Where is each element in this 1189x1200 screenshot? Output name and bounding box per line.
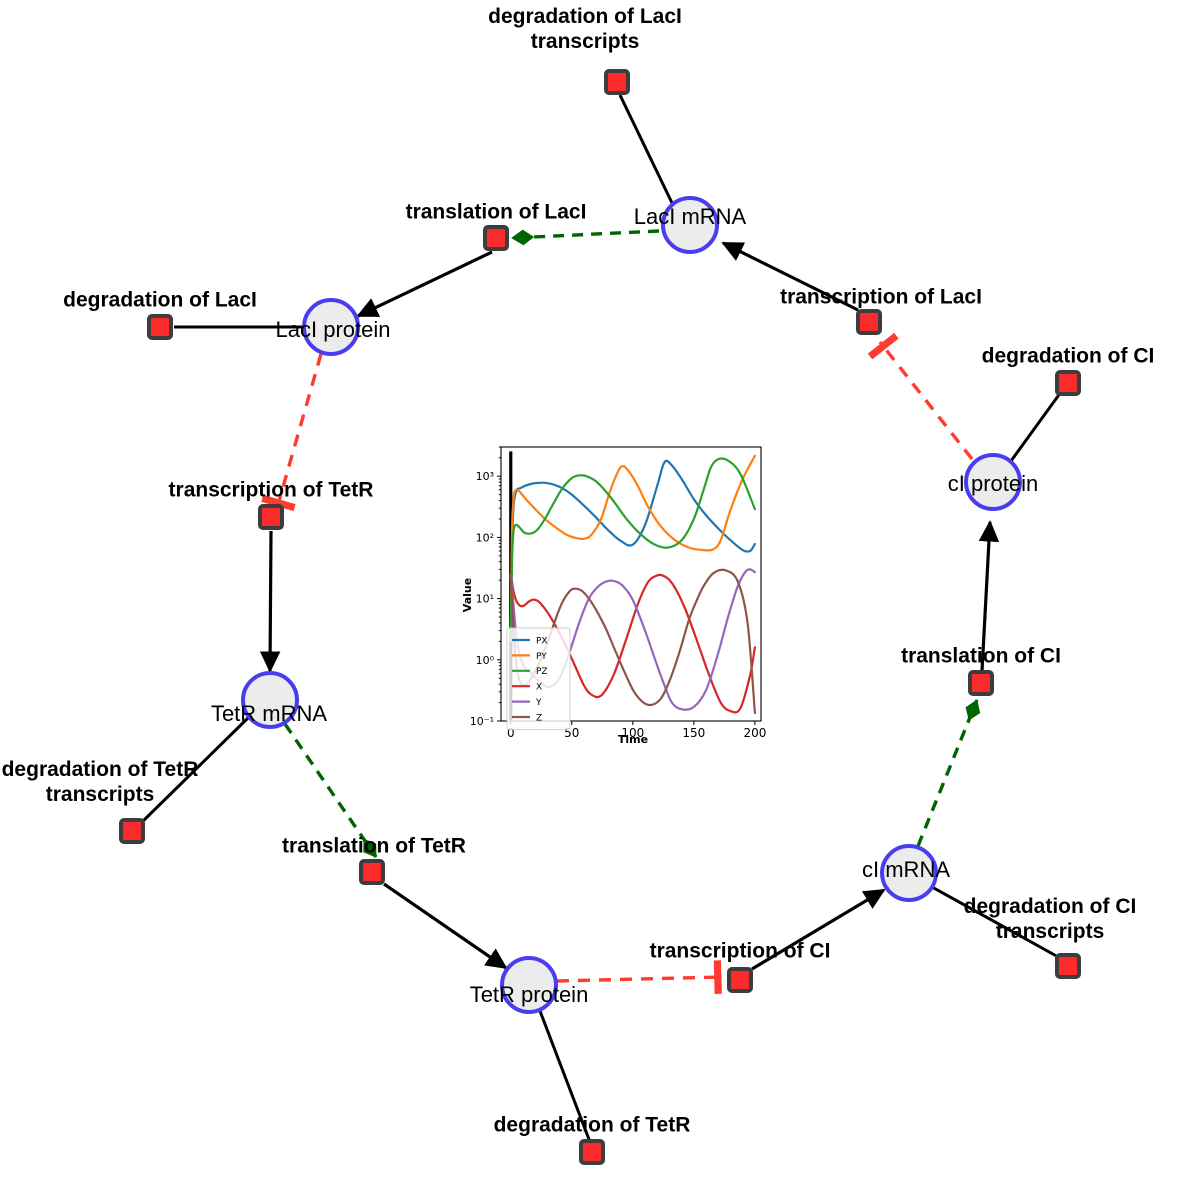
edge-tetr-protein-inhibits-ci bbox=[556, 960, 724, 994]
edge-transcription-tetr-mrna bbox=[259, 530, 281, 673]
plot-legend-label-py: PY bbox=[536, 652, 547, 662]
plot-x-tick-label: 0 bbox=[507, 726, 515, 740]
reaction-node-translation-ci[interactable] bbox=[968, 670, 994, 696]
plot-y-tick-label: 10² bbox=[476, 531, 494, 544]
inset-timecourse-plot: 10⁻¹ 10⁰ 10¹ 10² 10³ 0 50 100 150 200 PX PY PZ X Y Z T… bbox=[456, 434, 768, 751]
plot-line-px bbox=[509, 459, 756, 643]
reaction-node-translation-laci[interactable] bbox=[483, 225, 509, 251]
edge-ci-mrna-translation bbox=[916, 699, 981, 847]
species-node-laci-mrna[interactable] bbox=[661, 196, 719, 254]
reaction-node-deg-tetr[interactable] bbox=[579, 1139, 605, 1165]
reaction-node-deg-ci[interactable] bbox=[1055, 370, 1081, 396]
plot-y-tick-label: 10⁻¹ bbox=[470, 715, 494, 728]
species-node-tetr-mrna[interactable] bbox=[241, 671, 299, 729]
plot-axes bbox=[497, 446, 762, 725]
plot-legend-label-x: X bbox=[536, 683, 542, 693]
plot-legend-label-z: Z bbox=[536, 713, 542, 723]
reaction-node-deg-laci-transcripts[interactable] bbox=[604, 69, 630, 95]
plot-y-axis-title: Value bbox=[461, 578, 474, 612]
plot-line-pz bbox=[509, 457, 756, 643]
plot-x-tick-label: 100 bbox=[621, 726, 644, 740]
plot-y-tick-label: 10¹ bbox=[476, 593, 494, 606]
plot-legend-label-y: Y bbox=[535, 698, 542, 708]
plot-legend-box[interactable] bbox=[506, 627, 571, 730]
plot-line-x bbox=[509, 573, 756, 714]
edge-ci-protein-inhibits-laci bbox=[867, 332, 974, 461]
edge-ci-protein-degradation bbox=[1009, 391, 1063, 462]
plot-legend-label-px: PX bbox=[536, 636, 548, 646]
reaction-node-deg-tetr-transcripts[interactable] bbox=[119, 818, 145, 844]
edge-laci-protein-inhibits-tetr bbox=[261, 353, 323, 512]
edge-translation-tetr-protein bbox=[383, 882, 508, 970]
reaction-node-transcription-tetr[interactable] bbox=[258, 504, 284, 530]
plot-frame bbox=[500, 446, 762, 722]
edge-tetr-protein-degradation bbox=[538, 1010, 592, 1143]
plot-legend[interactable]: PX PY PZ XYZ bbox=[506, 627, 571, 730]
edge-ci-mrna-degradation bbox=[931, 885, 1061, 960]
plot-y-tick-label: 10⁰ bbox=[476, 654, 495, 667]
edge-tetr-mrna-translation bbox=[283, 723, 378, 858]
edge-laci-mrna-degradation bbox=[618, 94, 675, 206]
edge-translation-ci-protein bbox=[978, 520, 1000, 672]
plot-x-tick-label: 200 bbox=[743, 726, 766, 740]
edge-translation-laci-protein bbox=[356, 250, 493, 318]
plot-line-py bbox=[509, 454, 756, 643]
reaction-node-deg-ci-transcripts[interactable] bbox=[1055, 953, 1081, 979]
edge-layer bbox=[138, 94, 1063, 1143]
species-node-ci-protein[interactable] bbox=[964, 453, 1022, 511]
reaction-node-transcription-laci[interactable] bbox=[856, 309, 882, 335]
plot-legend-label-pz: PZ bbox=[536, 667, 548, 677]
species-node-ci-mrna[interactable] bbox=[880, 844, 938, 902]
edge-laci-mrna-translation bbox=[511, 229, 660, 246]
reaction-node-translation-tetr[interactable] bbox=[359, 859, 385, 885]
plot-x-tick-label: 150 bbox=[682, 726, 705, 740]
node-layer bbox=[119, 69, 1081, 1165]
edge-transcription-laci-mrna bbox=[721, 241, 859, 312]
species-node-laci-protein[interactable] bbox=[302, 298, 360, 356]
reaction-node-transcription-ci[interactable] bbox=[727, 967, 753, 993]
edge-transcription-ci-mrna bbox=[751, 888, 886, 971]
plot-y-tick-label: 10³ bbox=[476, 470, 494, 483]
plot-x-axis-title: Time bbox=[618, 733, 648, 746]
reaction-node-deg-laci[interactable] bbox=[147, 314, 173, 340]
species-node-tetr-protein[interactable] bbox=[500, 956, 558, 1014]
plot-series bbox=[509, 451, 756, 720]
edge-tetr-mrna-degradation bbox=[138, 714, 252, 826]
